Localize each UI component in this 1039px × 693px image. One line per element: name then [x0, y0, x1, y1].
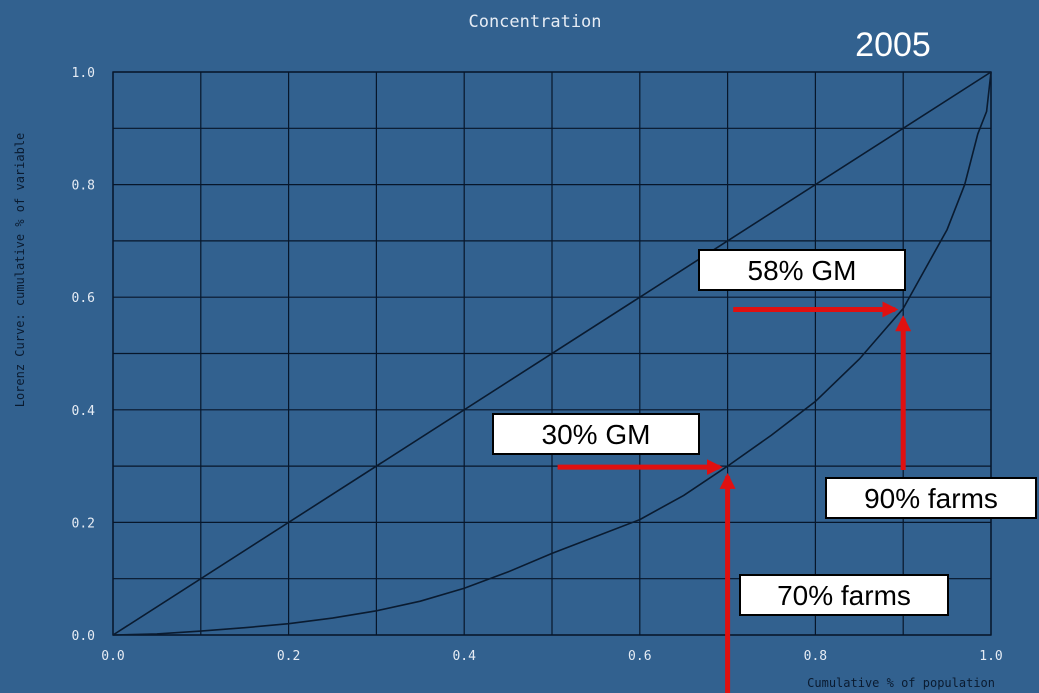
y-axis-label: Lorenz Curve: cumulative % of variable	[13, 133, 27, 408]
x-tick-label: 0.6	[628, 649, 651, 664]
y-tick-label: 0.0	[72, 629, 95, 644]
series	[112, 71, 992, 636]
label-70-farms-box	[739, 574, 949, 616]
x-tick-label: 0.0	[101, 649, 124, 664]
x-axis-label: Cumulative % of population	[807, 676, 995, 690]
annotation-arrows	[557, 301, 912, 693]
lorenz-curve	[112, 71, 992, 636]
label-90-farms: 90% farms	[864, 483, 998, 514]
label-30-gm: 30% GM	[542, 419, 651, 450]
chart-title: Concentration	[468, 12, 601, 32]
label-58-gm: 58% GM	[748, 255, 857, 286]
label-70-farms: 70% farms	[777, 580, 911, 611]
y-tick-label: 0.2	[72, 516, 95, 531]
y-tick-label: 0.8	[72, 179, 95, 194]
x-tick-label: 0.2	[277, 649, 300, 664]
label-30-gm-box	[492, 413, 700, 455]
tick-labels: 0.0 0.2 0.4 0.6 0.8 1.0 0.0 0.2 0.4 0.6 0.8 1.0	[72, 66, 1003, 664]
y-tick-label: 0.6	[72, 291, 95, 306]
annotation-labels: 58% GM 90% farms 30% GM 70% farms	[492, 249, 1037, 616]
x-tick-label: 0.8	[804, 649, 827, 664]
label-90-farms-box	[825, 477, 1037, 519]
label-58-gm-box	[698, 249, 906, 291]
y-tick-label: 1.0	[72, 66, 95, 81]
y-tick-label: 0.4	[72, 404, 96, 419]
x-tick-label: 0.4	[452, 649, 476, 664]
x-tick-label: 1.0	[979, 649, 1002, 664]
plot-frame	[112, 71, 992, 636]
equality-line	[112, 71, 992, 636]
chart-subtitle: 2005	[855, 26, 931, 64]
